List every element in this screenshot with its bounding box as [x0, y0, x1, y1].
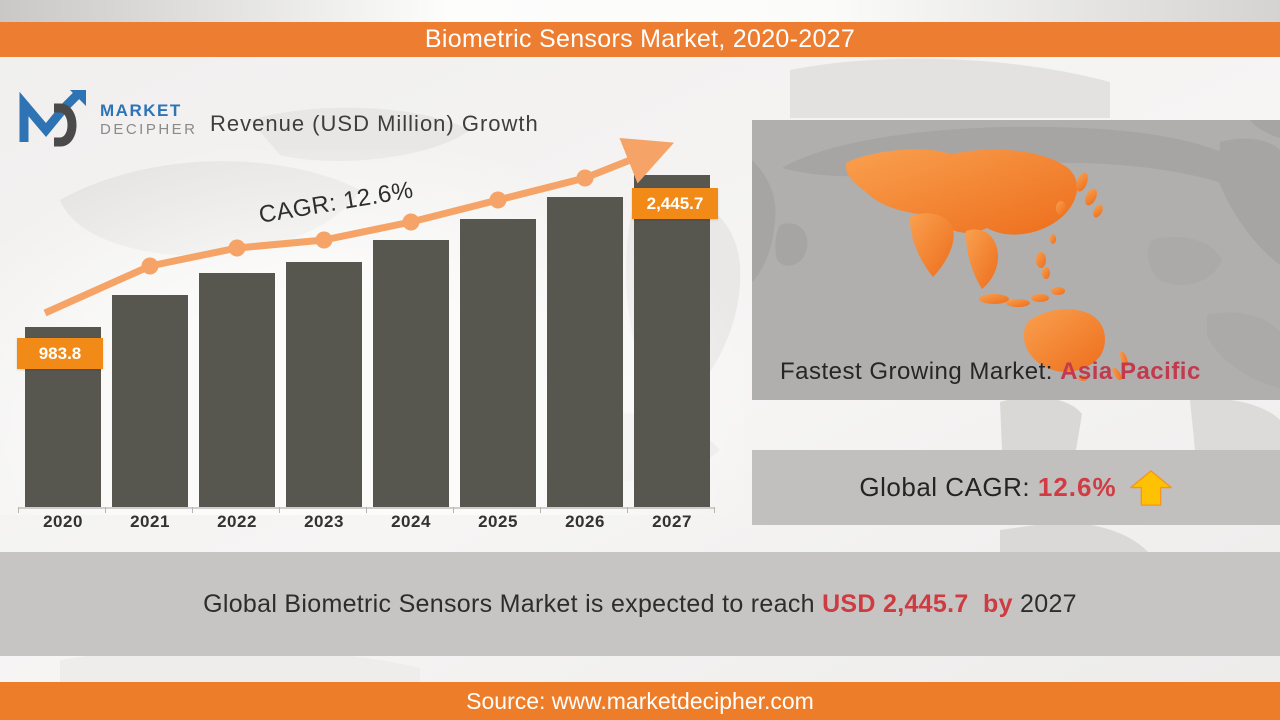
x-axis-tick [627, 507, 628, 513]
data-label-2020: 983.8 [17, 338, 103, 369]
x-axis-tick [453, 507, 454, 513]
x-axis-tick [18, 507, 19, 513]
logo-md-icon [19, 90, 86, 147]
bar-2027 [634, 175, 710, 507]
caption-highlight: Asia Pacific [1060, 358, 1201, 385]
asia-pacific-map-panel: Fastest Growing Market: Asia Pacific [752, 120, 1280, 400]
bar-2026 [547, 197, 623, 507]
bar-2023 [286, 261, 362, 507]
source-footer: Source: www.marketdecipher.com [0, 682, 1280, 720]
x-axis-tick [540, 507, 541, 513]
fastest-growing-market-caption: Fastest Growing Market: Asia Pacific [780, 358, 1201, 386]
x-axis-label-2021: 2021 [130, 512, 170, 531]
global-cagr-label: Global CAGR: [859, 472, 1038, 502]
x-axis-tick [714, 507, 715, 513]
x-axis-tick [366, 507, 367, 513]
x-axis-label-2027: 2027 [652, 512, 692, 531]
x-axis-label-2022: 2022 [217, 512, 257, 531]
x-axis-tick [192, 507, 193, 513]
x-axis-label-2023: 2023 [304, 512, 344, 531]
caption-prefix: Fastest Growing Market: [780, 358, 1061, 385]
top-gradient-strip [0, 0, 1280, 22]
data-label-2027: 2,445.7 [632, 188, 718, 219]
x-axis-label-2020: 2020 [43, 512, 83, 531]
summary-prefix: Global Biometric Sensors Market is expec… [203, 589, 823, 618]
page-title: Biometric Sensors Market, 2020-2027 [424, 25, 856, 53]
x-axis-label-2024: 2024 [391, 512, 431, 531]
bar-2025 [460, 219, 536, 507]
global-cagr-panel: Global CAGR: 12.6% [752, 450, 1280, 525]
bar-2021 [112, 294, 188, 507]
bar-2024 [373, 240, 449, 507]
logo-text-market: MARKET [100, 100, 182, 120]
x-axis-label-2025: 2025 [478, 512, 518, 531]
global-cagr-value: 12.6% [1037, 472, 1117, 502]
x-axis-tick [105, 507, 106, 513]
asia-pacific-map [752, 120, 1280, 388]
growth-up-arrow-icon [1129, 469, 1172, 506]
chart-heading: Revenue (USD Million) Growth [210, 111, 539, 136]
bar-2022 [199, 273, 275, 507]
market-decipher-logo: MARKET DECIPHER [16, 90, 231, 148]
map-region-asia-pacific [846, 149, 1128, 381]
summary-highlight: USD 2,445.7 by [822, 589, 1021, 618]
x-axis-tick [279, 507, 280, 513]
summary-suffix: 2027 [1020, 589, 1077, 618]
summary-message-bar: Global Biometric Sensors Market is expec… [0, 552, 1280, 656]
source-text: Source: www.marketdecipher.com [466, 687, 814, 714]
logo-text-decipher: DECIPHER [100, 120, 198, 138]
x-axis-label-2026: 2026 [565, 512, 605, 531]
title-bar: Biometric Sensors Market, 2020-2027 [0, 22, 1280, 57]
